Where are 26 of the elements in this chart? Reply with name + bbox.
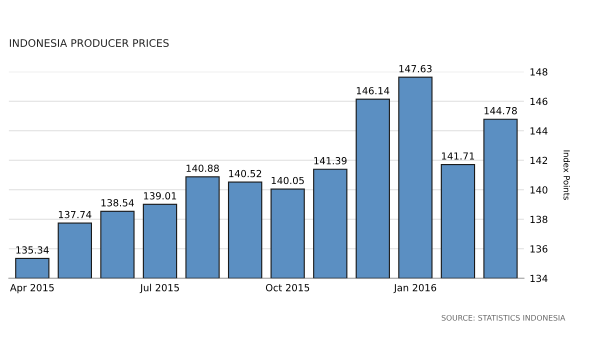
x-tick-label: Jan 2016 — [393, 284, 436, 294]
data-label: 137.74 — [58, 210, 92, 218]
data-label: 147.63 — [399, 65, 432, 72]
data-label: 140.05 — [272, 176, 304, 184]
data-label: 138.54 — [101, 199, 134, 206]
y-tick-label: 136 — [530, 245, 548, 253]
y-tick-label: 148 — [530, 68, 548, 76]
y-tick-label: 146 — [530, 98, 548, 106]
data-label: 139.01 — [144, 192, 176, 200]
data-label: 140.88 — [186, 164, 219, 172]
chart-title: INDONESIA PRODUCER PRICES — [10, 39, 169, 47]
y-tick-label: 144 — [530, 127, 548, 134]
data-label: 140.52 — [229, 170, 262, 178]
y-tick-label: 140 — [530, 186, 548, 194]
y-tick-label: 138 — [530, 216, 548, 224]
data-label: 146.14 — [356, 86, 390, 94]
y-tick-label: 134 — [530, 274, 548, 282]
y-axis-title: Index Points — [564, 150, 570, 200]
y-tick-label: 142 — [530, 156, 548, 164]
data-label: 135.34 — [16, 246, 49, 254]
data-label: 141.39 — [314, 157, 347, 164]
data-label: 144.78 — [484, 107, 517, 114]
x-tick-label: Apr 2015 — [10, 284, 54, 294]
data-label: 141.71 — [442, 152, 474, 160]
x-tick-label: Jul 2015 — [140, 284, 179, 294]
x-tick-label: Oct 2015 — [266, 284, 310, 292]
